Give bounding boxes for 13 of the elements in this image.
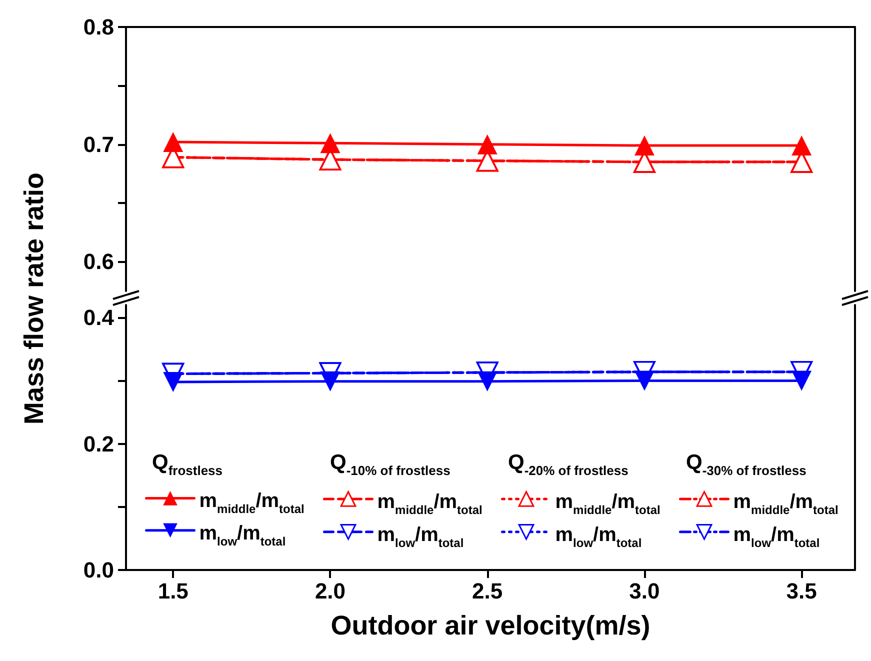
x-axis-title: Outdoor air velocity(m/s) (330, 610, 650, 640)
y-axis-title: Mass flow rate ratio (19, 172, 49, 425)
x-tick-label: 3.5 (786, 578, 817, 604)
x-tick-label: 2.0 (314, 578, 346, 604)
y-tick-label: 0.6 (83, 249, 114, 274)
x-tick-label: 1.5 (158, 578, 188, 604)
x-tick-label: 2.5 (472, 578, 503, 604)
y-tick-label: 0.7 (83, 132, 114, 157)
y-tick-label: 0.4 (83, 305, 115, 330)
x-tick-label: 3.0 (629, 578, 660, 604)
y-tick-label: 0.0 (83, 558, 114, 582)
y-tick-label: 0.2 (83, 431, 114, 456)
y-tick-label: 0.8 (83, 14, 114, 40)
